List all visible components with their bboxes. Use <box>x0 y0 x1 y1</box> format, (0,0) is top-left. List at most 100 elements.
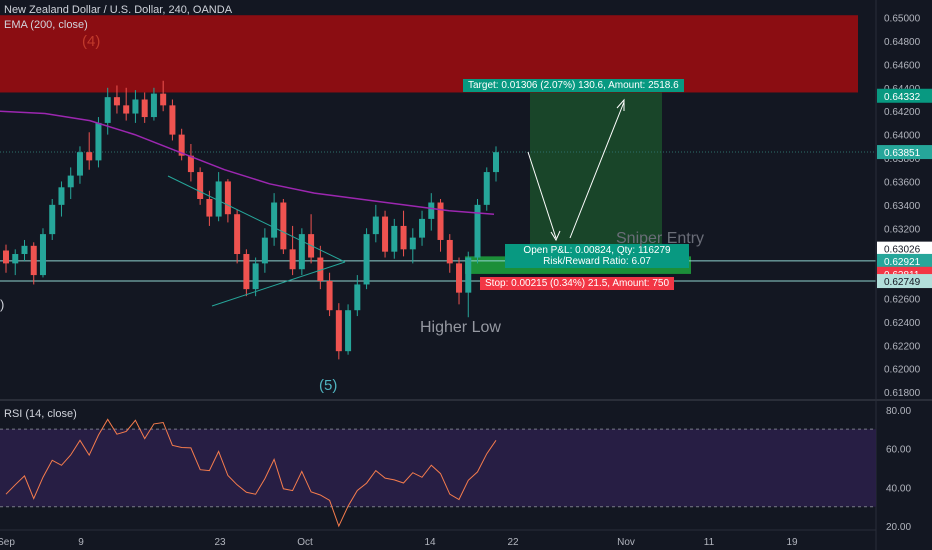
price-tag-bg <box>877 241 932 256</box>
candle-body <box>493 152 499 173</box>
candle-body <box>289 249 296 270</box>
candle-body <box>252 263 259 290</box>
time-tick-label: Nov <box>617 537 635 548</box>
price-tag-bg <box>877 274 932 289</box>
price-tick-label: 0.62400 <box>884 318 921 329</box>
candle-body <box>298 234 305 270</box>
time-tick-label: 19 <box>786 537 798 548</box>
candle-body <box>317 257 324 281</box>
projection-up-arrow <box>569 101 625 239</box>
candle-body <box>197 172 204 199</box>
time-tick-label: Sep <box>0 537 15 548</box>
candle-body <box>446 239 453 264</box>
candle-body <box>178 134 185 156</box>
wedge-lower-line <box>211 261 346 307</box>
price-tag-label: 0.63026 <box>884 245 921 256</box>
time-tick-label: 22 <box>507 537 519 548</box>
candle-body <box>169 105 176 135</box>
price-tick-label: 0.63200 <box>884 224 921 235</box>
candle-body <box>150 93 157 118</box>
candle-body <box>3 250 9 264</box>
price-tick-label: 0.62000 <box>884 365 921 376</box>
price-tick-label: 0.63800 <box>884 154 921 165</box>
wave-5-label: (5) <box>319 377 338 394</box>
rsi-tick-label: 40.00 <box>886 483 911 494</box>
candle-body <box>224 181 231 215</box>
candle-body <box>234 214 241 255</box>
candle-body <box>465 257 472 293</box>
candle-body <box>141 99 148 118</box>
price-tick-label: 0.62600 <box>884 295 921 306</box>
ema-legend[interactable]: EMA (200, close) <box>4 19 88 31</box>
price-tag-label: 0.64332 <box>884 92 921 103</box>
rsi-line <box>5 418 497 528</box>
time-tick-label: 9 <box>78 537 84 548</box>
candle-body <box>483 172 490 205</box>
price-tick-label: 0.62200 <box>884 341 921 352</box>
supply-zone <box>0 15 858 93</box>
time-tick-label: 23 <box>214 537 226 548</box>
candle-body <box>95 122 102 161</box>
rsi-tick-label: 80.00 <box>886 406 911 417</box>
candle-body <box>474 204 481 258</box>
candle-body <box>215 181 222 217</box>
rsi-tick-label: 20.00 <box>886 522 911 533</box>
candle-body <box>58 187 65 205</box>
price-tick-label: 0.64200 <box>884 107 921 118</box>
open-pl-label[interactable]: Open P&L: 0.00824, Qty: 116279 Risk/Rewa… <box>505 244 689 268</box>
candle-body <box>160 93 167 106</box>
stop-label[interactable]: Stop: 0.00215 (0.34%) 21.5, Amount: 750 <box>480 277 675 290</box>
price-tick-label: 0.61800 <box>884 388 921 399</box>
price-tick-label: 0.64000 <box>884 131 921 142</box>
time-tick-label: Oct <box>297 537 313 548</box>
rsi-legend[interactable]: RSI (14, close) <box>4 408 77 420</box>
candle-body <box>39 234 46 276</box>
ema-200-line <box>0 110 495 215</box>
candle-body <box>419 218 426 238</box>
price-tag-label: 0.63851 <box>884 148 921 159</box>
candle-body <box>354 284 361 311</box>
symbol-title: New Zealand Dollar / U.S. Dollar, 240, O… <box>4 4 233 16</box>
higher-low-label: Higher Low <box>420 319 501 336</box>
projection-down-arrow <box>527 151 557 239</box>
candle-body <box>280 202 287 250</box>
target-zone <box>530 92 662 257</box>
wedge-upper-line <box>167 175 346 263</box>
arrowhead-up <box>616 98 625 111</box>
price-tag-bg <box>877 253 932 268</box>
target-label[interactable]: Target: 0.01306 (2.07%) 130.6, Amount: 2… <box>463 79 684 92</box>
candle-body <box>12 254 19 264</box>
candle-body <box>391 225 398 252</box>
arrowhead-down <box>550 230 561 242</box>
candle-body <box>456 263 463 293</box>
time-tick-label: 14 <box>424 537 436 548</box>
candle-body <box>437 202 444 240</box>
price-tick-label: 0.64600 <box>884 60 921 71</box>
candle-body <box>326 280 333 311</box>
candle-body <box>187 155 194 173</box>
time-tick-label: 11 <box>704 537 715 548</box>
price-tag-bg <box>877 88 932 103</box>
candle-body <box>104 97 111 123</box>
price-tick-label: 0.63400 <box>884 201 921 212</box>
wave-label-left-edge: ) <box>0 297 5 312</box>
rsi-tick-label: 60.00 <box>886 445 911 456</box>
price-tag-label: 0.62921 <box>884 257 921 268</box>
candle-body <box>409 237 416 250</box>
price-tag-label: 0.62749 <box>884 277 921 288</box>
candle-body <box>363 234 370 285</box>
candle-body <box>261 237 268 264</box>
candle-body <box>123 105 130 114</box>
candle-body <box>345 310 352 352</box>
candle-body <box>21 245 28 255</box>
price-tick-label: 0.65000 <box>884 14 921 25</box>
wave-4-label: (4) <box>82 33 101 50</box>
candle-body <box>400 225 407 250</box>
candle-body <box>372 216 379 235</box>
candle-body <box>243 254 250 290</box>
candle-body <box>271 202 278 238</box>
price-tick-label: 0.63600 <box>884 177 921 188</box>
candle-body <box>86 152 93 161</box>
candle-body <box>382 216 389 252</box>
